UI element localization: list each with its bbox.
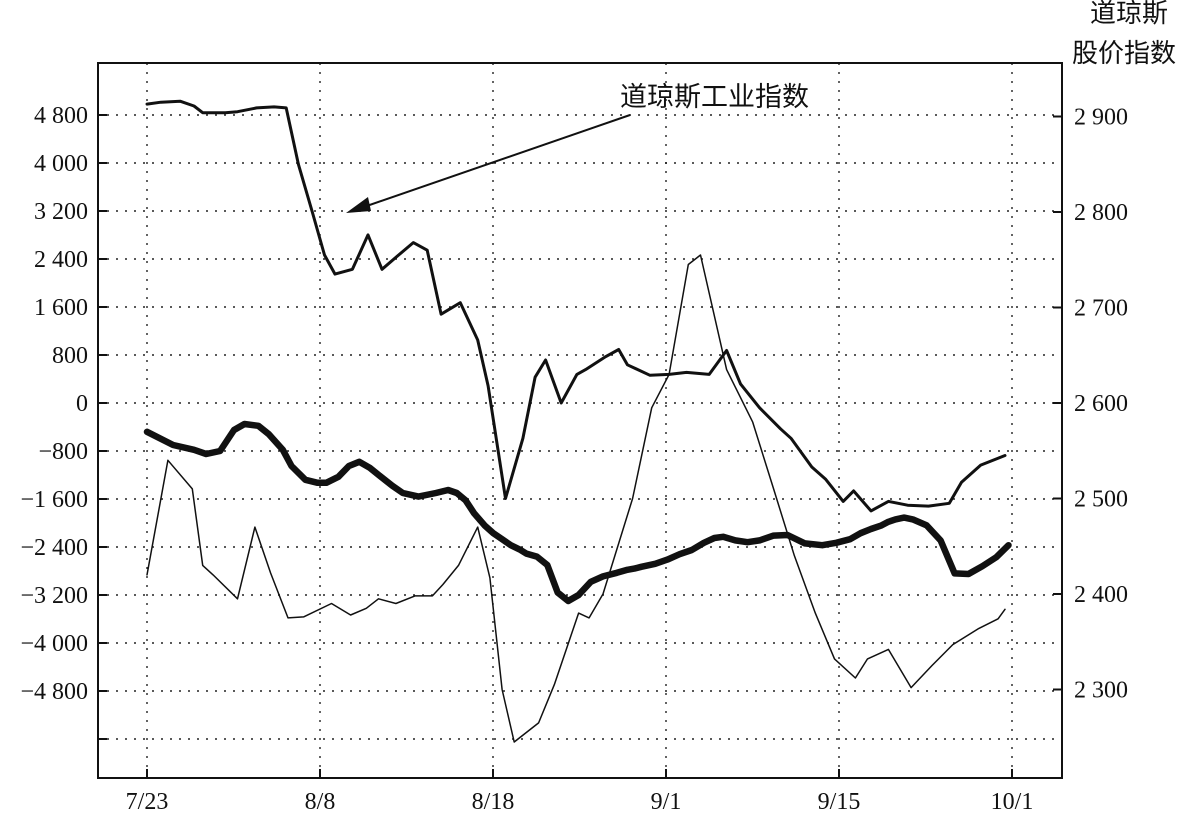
x-tick-label: 8/8	[305, 789, 336, 814]
right-tick-label: 2 900	[1074, 105, 1128, 131]
left-tick-label: 4 000	[34, 151, 88, 177]
right-axis: 2 900 2 800 2 700 2 600 2 500 2 400 2 300	[1053, 105, 1128, 704]
right-tick-label: 2 600	[1074, 391, 1128, 417]
plot-frame	[97, 62, 1063, 779]
left-tick-label: 4 800	[34, 103, 88, 129]
series-line-thin	[146, 254, 1006, 743]
x-tick-label: 8/18	[472, 789, 515, 814]
right-tick-label: 2 800	[1074, 200, 1128, 226]
x-tick-label: 10/1	[991, 789, 1034, 814]
left-tick-label: −2 400	[20, 535, 88, 561]
x-tick-label: 9/15	[818, 789, 861, 814]
right-tick-label: 2 300	[1074, 678, 1128, 704]
left-tick-label: −4 800	[20, 679, 88, 705]
left-tick-label: −4 000	[20, 631, 88, 657]
left-tick-label: −1 600	[20, 487, 88, 513]
left-axis: 4 800 4 000 3 200 2 400 1 600 800 0 −800 −1 600 −…	[20, 103, 107, 740]
series-group	[143, 99, 1012, 743]
annotation-label: 道琼斯工业指数	[620, 82, 809, 113]
right-axis-title-line1: 道琼斯	[1090, 0, 1168, 29]
annotation-arrow-line	[357, 114, 631, 210]
grid	[98, 63, 1062, 778]
series-line-bold	[143, 420, 1012, 605]
right-tick-label: 2 700	[1074, 296, 1128, 322]
left-tick-label: 3 200	[34, 199, 88, 225]
right-tick-label: 2 400	[1074, 582, 1128, 608]
left-tick-label: 1 600	[34, 295, 88, 321]
left-tick-label: 800	[52, 343, 88, 369]
x-axis: 7/23 8/8 8/18 9/1 9/15 10/1	[126, 769, 1034, 814]
right-tick-label: 2 500	[1074, 487, 1128, 513]
left-tick-label: −3 200	[20, 583, 88, 609]
right-axis-title-line2: 股价指数	[1072, 39, 1176, 69]
annotation: 道琼斯工业指数	[346, 82, 809, 213]
x-tick-label: 7/23	[126, 789, 169, 814]
left-tick-label: 2 400	[34, 247, 88, 273]
plot-border	[97, 62, 1063, 779]
left-tick-label: −800	[38, 439, 88, 465]
left-tick-label: 0	[76, 391, 88, 417]
series-line-medium	[145, 99, 1007, 513]
annotation-arrow-head	[346, 197, 371, 213]
x-tick-label: 9/1	[651, 789, 682, 814]
